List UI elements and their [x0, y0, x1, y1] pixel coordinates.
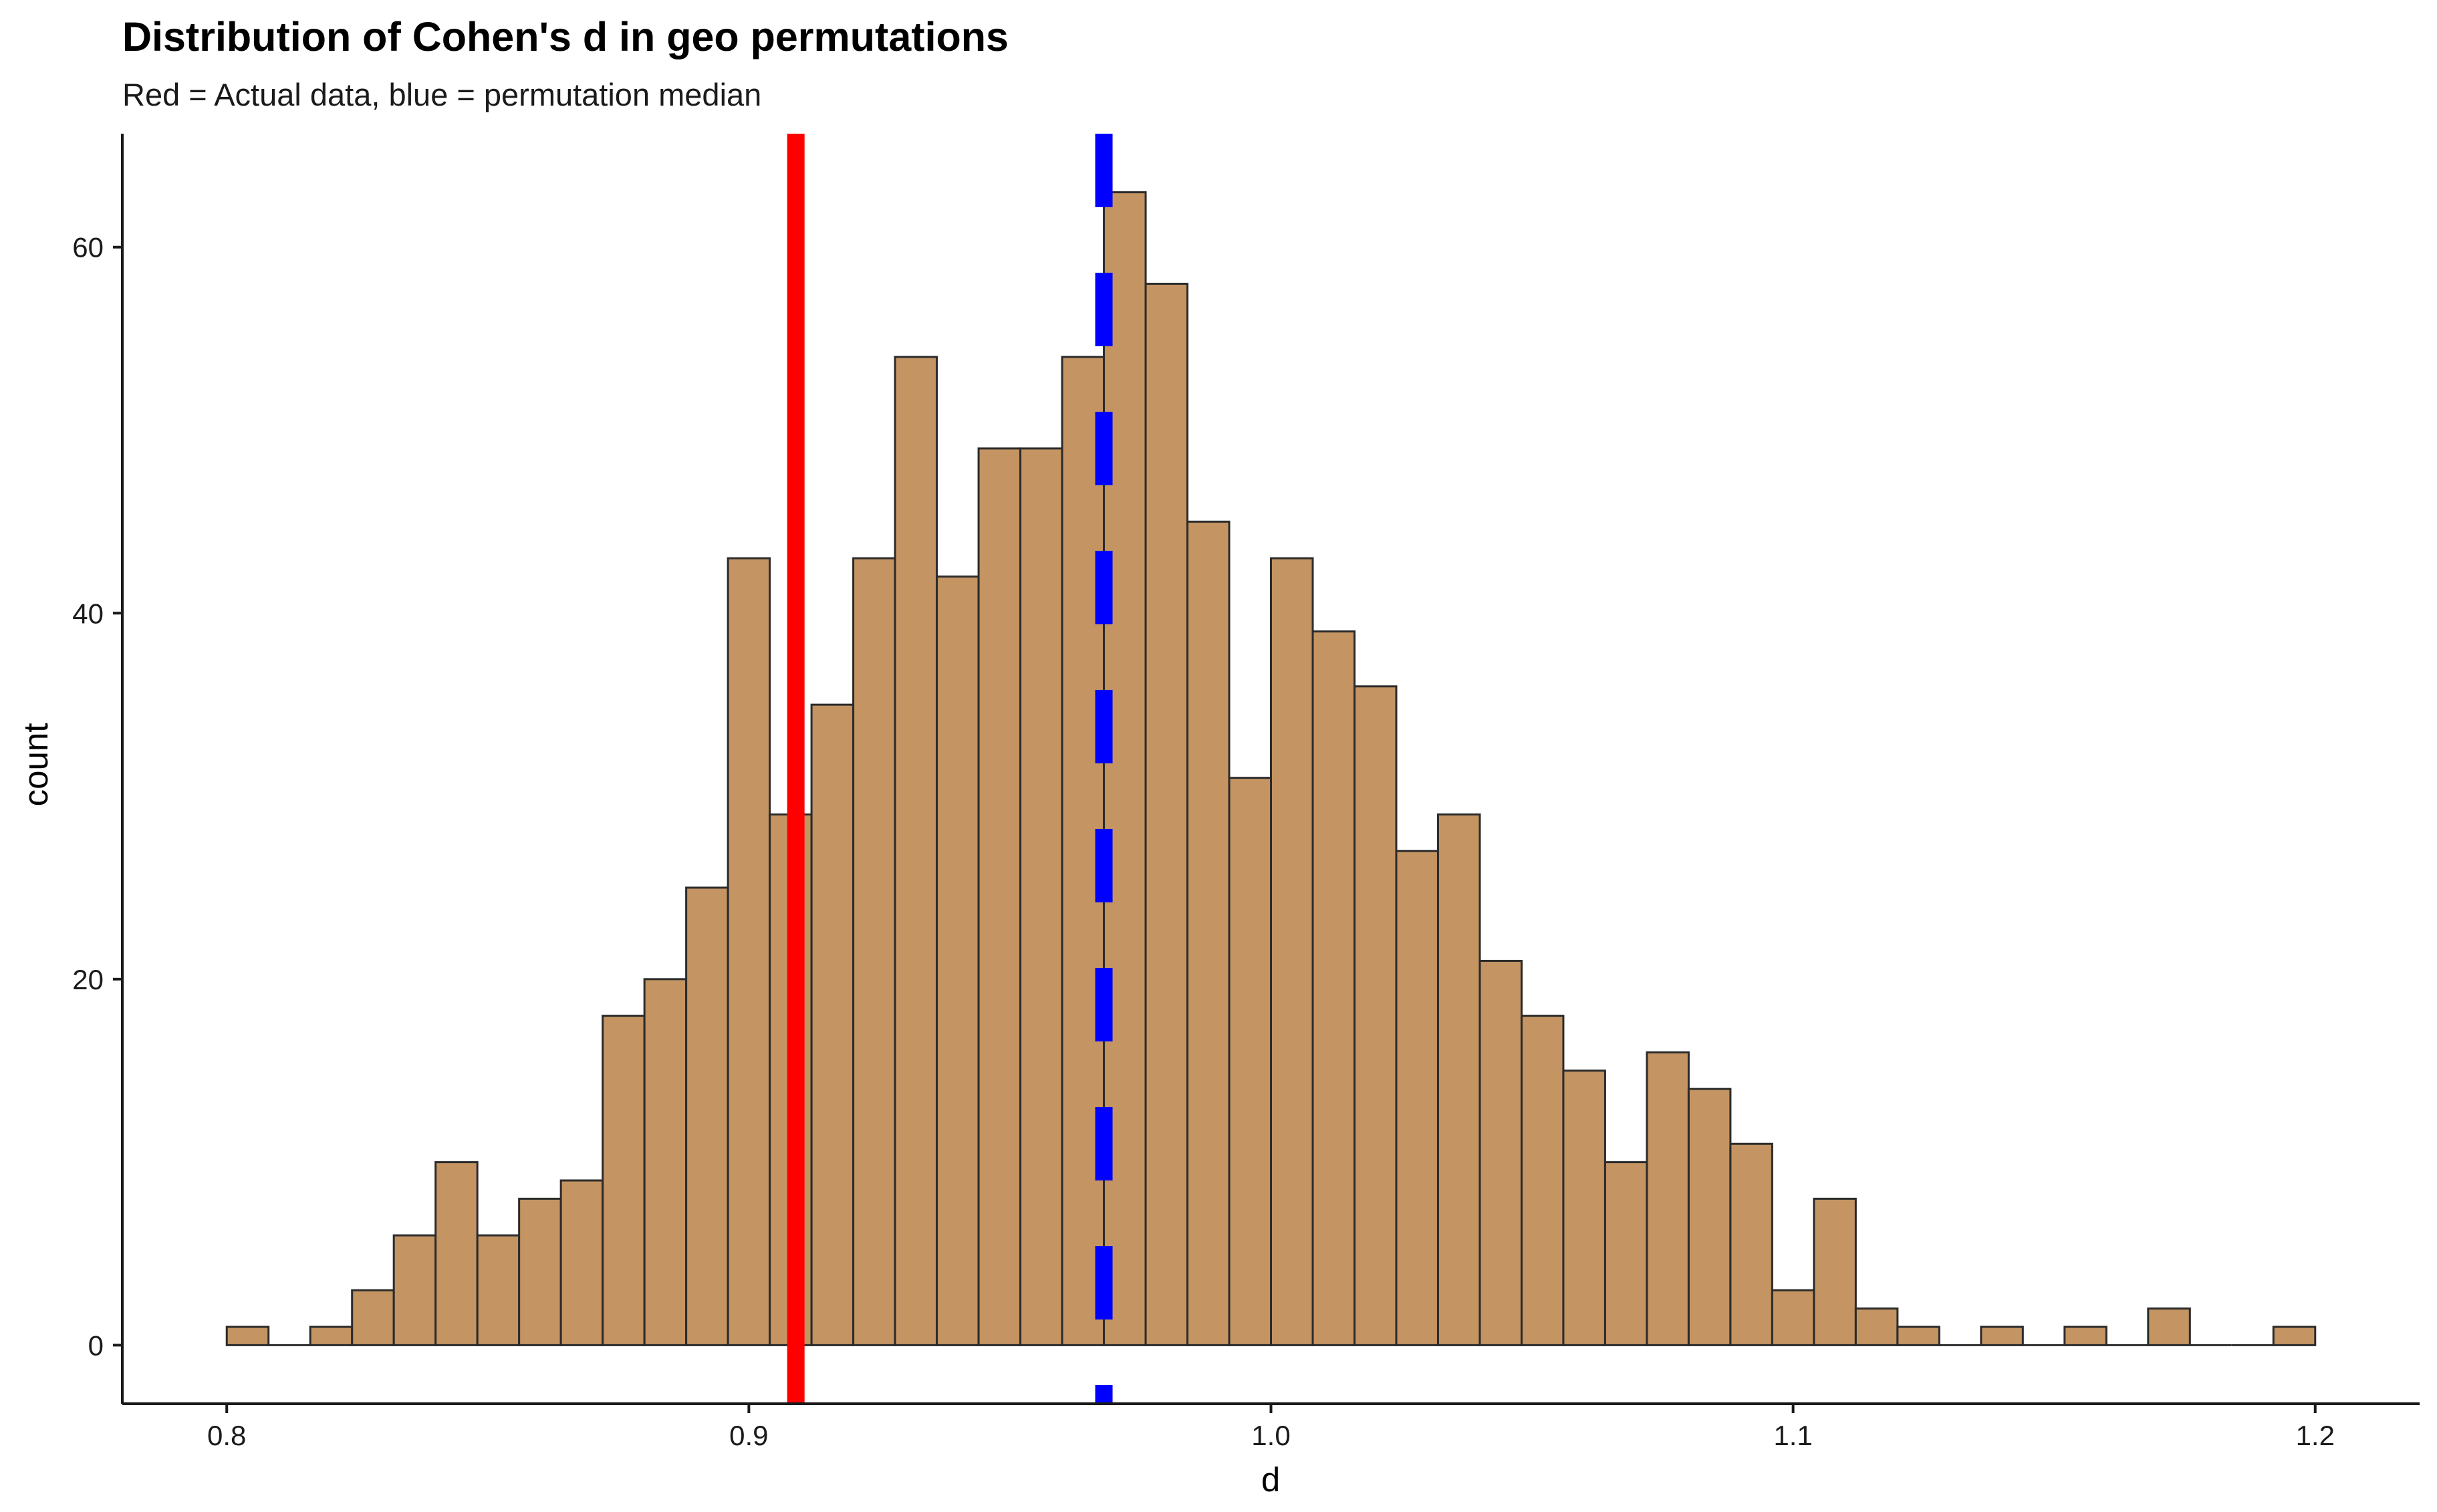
histogram-bar [2272, 1326, 2317, 1346]
histogram-bar [1228, 777, 1272, 1346]
histogram-bar [351, 1289, 395, 1346]
histogram-bar [2063, 1326, 2107, 1346]
histogram-bar [1980, 1326, 2024, 1346]
histogram-bar [936, 576, 980, 1346]
histogram-bar [1729, 1142, 1773, 1346]
x-tick-label: 1.0 [1251, 1420, 1290, 1451]
histogram-bar [1646, 1051, 1690, 1346]
x-tick-label: 0.9 [729, 1420, 768, 1451]
y-tick-label: 0 [88, 1330, 104, 1361]
histogram-bar [1311, 630, 1356, 1346]
y-tick-label: 40 [72, 598, 104, 629]
histogram-bar [643, 978, 688, 1346]
histogram-bar [1144, 282, 1189, 1346]
histogram-bar [1186, 520, 1231, 1346]
y-axis-title: count [17, 723, 55, 807]
histogram-bar [1270, 557, 1314, 1346]
histogram-bar [1562, 1069, 1606, 1346]
histogram-bar [2147, 1307, 2191, 1346]
chart-subtitle: Red = Actual data, blue = permutation me… [122, 77, 761, 112]
histogram-bar [1103, 191, 1147, 1346]
x-tick-label: 1.2 [2296, 1420, 2335, 1451]
y-tick-label: 20 [72, 964, 104, 995]
histogram-bar [1436, 813, 1481, 1346]
histogram-bar [434, 1161, 479, 1346]
chart-title: Distribution of Cohen's d in geo permuta… [122, 14, 1009, 59]
histogram-bar [602, 1015, 646, 1346]
histogram-bar [1479, 959, 1523, 1346]
histogram-bars [225, 191, 2317, 1346]
histogram-bar [1395, 850, 1439, 1346]
histogram-bar [685, 886, 729, 1346]
x-tick-label: 0.8 [207, 1420, 246, 1451]
histogram-bar [392, 1234, 437, 1346]
y-tick-label: 60 [72, 232, 104, 263]
histogram-bar [1604, 1161, 1648, 1346]
histogram-bar [810, 703, 855, 1346]
histogram-bar [1019, 447, 1063, 1346]
histogram-bar [1353, 685, 1398, 1346]
histogram-bar [225, 1326, 270, 1346]
axes: 0.8 0.9 1.0 1.1 1.2 0 20 40 60 [72, 134, 2420, 1451]
histogram-bar [1520, 1015, 1565, 1346]
histogram-bar [894, 356, 938, 1346]
histogram-bar [309, 1326, 354, 1346]
histogram-bar [977, 447, 1022, 1346]
histogram-bar [1896, 1326, 1940, 1346]
x-tick-label: 1.1 [1773, 1420, 1812, 1451]
histogram-bar [518, 1197, 562, 1346]
histogram-bar [476, 1234, 521, 1346]
histogram-bar [1771, 1289, 1815, 1346]
histogram-bar [727, 557, 771, 1346]
histogram-bar [1813, 1197, 1857, 1346]
histogram-bar [559, 1179, 604, 1346]
histogram-bar [1687, 1088, 1732, 1346]
histogram-bar [852, 557, 896, 1346]
histogram-bar [1854, 1307, 1899, 1346]
reference-lines [787, 134, 1113, 1404]
x-axis-title: d [1261, 1461, 1280, 1499]
